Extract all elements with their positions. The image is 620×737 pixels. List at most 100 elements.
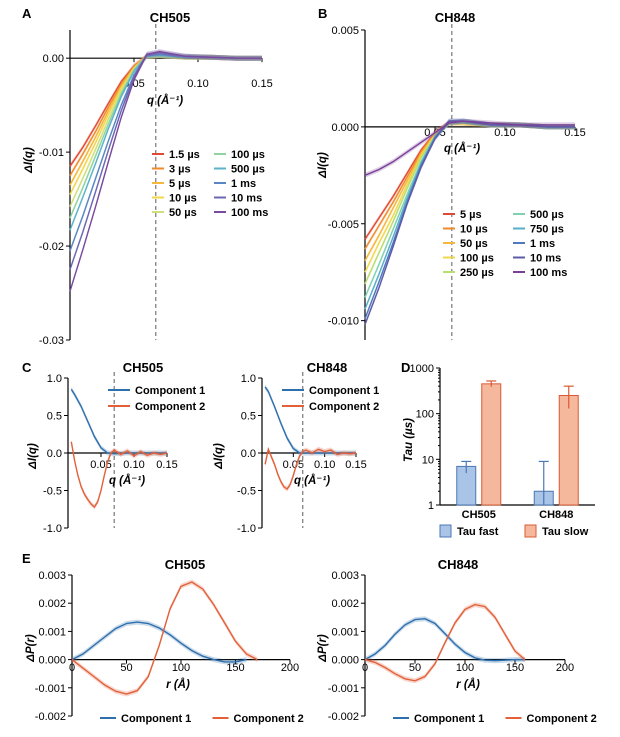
chart-title: CH505	[165, 557, 205, 572]
y-tick-label: -0.01	[39, 147, 64, 159]
y-axis-label: ΔI(q)	[317, 152, 329, 179]
legend-label: Component 2	[135, 401, 205, 413]
series-band	[265, 446, 356, 492]
bar	[481, 383, 502, 506]
legend-label: 1 ms	[231, 178, 256, 190]
chart-d: 1 10 100 1000 CH505 CH848 Tau (µs) Tau fast Tau …	[403, 363, 595, 538]
legend-label: 100 µs	[231, 149, 265, 161]
y-tick-label: 1.0	[241, 373, 256, 385]
legend-label: 100 ms	[530, 267, 567, 279]
panel-label-e: E	[22, 551, 31, 566]
y-tick-label: -0.001	[35, 683, 66, 695]
series-line	[70, 441, 168, 509]
x-tick-label: 0	[69, 662, 75, 674]
panel-label-c: C	[22, 360, 32, 375]
y-tick-label: -1.0	[43, 523, 62, 535]
y-axis-label: ΔI(q)	[213, 443, 225, 470]
legend-label: Component 1	[135, 385, 205, 397]
x-tick-label: 200	[556, 662, 574, 674]
legend-label: 1 ms	[530, 238, 555, 250]
y-tick-label: -0.002	[328, 711, 359, 723]
legend-label: Component 1	[309, 385, 379, 397]
legend-label: 100 ms	[231, 207, 268, 219]
y-tick-label: 0.000	[38, 655, 66, 667]
y-tick-label: 0.001	[38, 626, 66, 638]
y-tick-label: 0.001	[331, 626, 359, 638]
x-tick-label: 0.10	[123, 459, 144, 471]
x-tick-label: 100	[456, 662, 474, 674]
legend-label: 10 µs	[460, 224, 488, 236]
legend-swatch	[439, 524, 452, 538]
y-tick-label: 0.002	[38, 598, 66, 610]
series-line	[70, 388, 167, 455]
x-tick-label: 0.15	[251, 78, 272, 90]
series-line	[264, 386, 356, 454]
series-line	[71, 581, 258, 695]
chart-c-right: 1.0 0.5 0.0 -0.5 -1.0 0.05 0.10 0.15 CH848 ΔI(q) q…	[213, 360, 379, 535]
legend-label: 10 ms	[530, 253, 561, 265]
series-band	[265, 384, 356, 456]
y-tick-label: -0.03	[39, 335, 64, 347]
y-axis-label: ΔI(q)	[27, 443, 39, 470]
chart-e-right: 0.003 0.002 0.001 0.000 -0.001 -0.002 0 50 100 15…	[317, 557, 597, 725]
x-tick-label: 150	[226, 662, 244, 674]
x-tick-label: 0.10	[314, 459, 335, 471]
legend-label: Component 2	[527, 713, 597, 725]
y-tick-label: 1000	[410, 363, 434, 375]
x-axis-label: q (Å⁻¹)	[294, 474, 330, 487]
chart-title: CH505	[123, 360, 163, 375]
x-axis-label: q (Å⁻¹)	[147, 94, 183, 107]
legend-label: 250 µs	[460, 267, 494, 279]
y-tick-label: -0.010	[328, 316, 359, 328]
series-line	[364, 120, 575, 176]
x-tick-label: 0.10	[187, 78, 208, 90]
series-line	[264, 446, 357, 490]
panel-label-b: B	[318, 6, 327, 21]
legend-label: 1.5 µs	[169, 149, 200, 161]
legend-label: Component 2	[234, 713, 304, 725]
x-tick-label: 200	[281, 662, 299, 674]
y-tick-label: 0.00	[43, 53, 64, 65]
chart-title: CH848	[438, 557, 478, 572]
y-tick-label: 0.000	[331, 122, 359, 134]
y-tick-label: 0.5	[47, 411, 62, 423]
x-axis-label: q (Å⁻¹)	[444, 142, 480, 155]
legend-label: Tau fast	[457, 526, 499, 538]
series-line	[71, 621, 247, 663]
legend-label: 750 µs	[530, 224, 564, 236]
legend-label: 500 µs	[530, 209, 564, 221]
y-tick-label: 0.002	[331, 598, 359, 610]
legend-label: 10 ms	[231, 193, 262, 205]
chart-title: CH848	[435, 10, 475, 25]
x-tick-label: 0.10	[494, 127, 515, 139]
y-tick-label: 0.003	[331, 570, 359, 582]
legend-label: 50 µs	[460, 238, 488, 250]
bar	[558, 394, 579, 506]
series-line	[69, 50, 262, 292]
legend-label: Component 2	[309, 401, 379, 413]
legend-label: 10 µs	[169, 193, 197, 205]
y-tick-label: 0.0	[47, 448, 62, 460]
y-axis-label: ΔP(r)	[25, 634, 37, 663]
series-line	[364, 617, 525, 662]
x-tick-label: 0.15	[156, 459, 177, 471]
legend-label: 100 µs	[460, 253, 494, 265]
series-band	[71, 386, 167, 457]
x-tick-label: CH848	[539, 509, 573, 521]
chart-a: 0.00-0.01-0.02-0.030.05 0.10 0.15CH505ΔI(q…	[23, 10, 273, 347]
y-tick-label: 0.003	[38, 570, 66, 582]
y-axis-label: ΔI(q)	[23, 147, 35, 174]
x-tick-label: 50	[120, 662, 132, 674]
legend-label: 5 µs	[460, 209, 482, 221]
x-tick-label: 50	[409, 662, 421, 674]
x-tick-label: 100	[172, 662, 190, 674]
chart-e-left: 0.003 0.002 0.001 0.000 -0.001 -0.002 0 50 100 15…	[25, 557, 304, 725]
panel-label-d: D	[401, 360, 410, 375]
y-axis-label: Tau (µs)	[403, 418, 415, 462]
x-axis-label: r (Å)	[456, 678, 480, 691]
x-tick-label: 0	[362, 662, 368, 674]
series-band	[72, 579, 258, 697]
legend-swatch	[524, 524, 537, 538]
x-tick-label: 0.15	[345, 459, 366, 471]
